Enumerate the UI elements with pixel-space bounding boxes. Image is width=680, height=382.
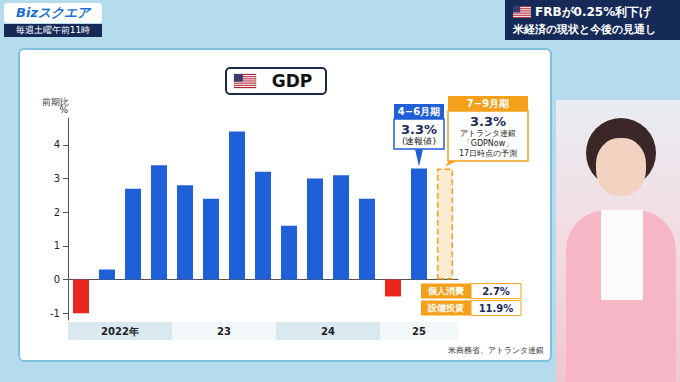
svg-text:3.3%: 3.3% (470, 114, 506, 129)
svg-text:24: 24 (321, 326, 335, 337)
svg-text:アトランタ連銀: アトランタ連銀 (460, 129, 516, 138)
svg-text:2022年: 2022年 (101, 326, 139, 337)
svg-text:個人消費: 個人消費 (427, 286, 464, 296)
html-text:Bizスクエア: Bizスクエア (16, 5, 90, 20)
svg-text:7−9月期: 7−9月期 (467, 98, 509, 109)
svg-text:25: 25 (412, 326, 426, 337)
html-text:FRBが0.25%利下げ: FRBが0.25%利下げ (535, 5, 652, 19)
svg-text:0: 0 (54, 274, 60, 285)
svg-text:4−6月期: 4−6月期 (398, 106, 440, 117)
svg-text:(速報値): (速報値) (402, 136, 436, 146)
svg-text:11.9%: 11.9% (479, 303, 514, 314)
svg-text:-1: -1 (50, 308, 60, 319)
svg-text:3: 3 (54, 173, 60, 184)
svg-text:4: 4 (54, 139, 60, 150)
svg-text:設備投資: 設備投資 (427, 303, 464, 313)
svg-text:1: 1 (54, 240, 60, 251)
svg-text:前期比: 前期比 (42, 97, 69, 107)
svg-text:GDP: GDP (272, 71, 313, 91)
html-text:毎週土曜午前11時: 毎週土曜午前11時 (15, 25, 91, 35)
svg-text:23: 23 (217, 326, 231, 337)
html-text:米経済の現状と今後の見通し: 米経済の現状と今後の見通し (513, 23, 656, 36)
svg-text:「GDPNow」: 「GDPNow」 (463, 139, 514, 148)
svg-text:米商務省、アトランタ連銀: 米商務省、アトランタ連銀 (448, 346, 544, 355)
svg-text:2: 2 (54, 207, 60, 218)
svg-text:2.7%: 2.7% (482, 286, 510, 297)
svg-text:17日時点の予測: 17日時点の予測 (459, 149, 517, 158)
svg-text:3.3%: 3.3% (401, 122, 437, 137)
